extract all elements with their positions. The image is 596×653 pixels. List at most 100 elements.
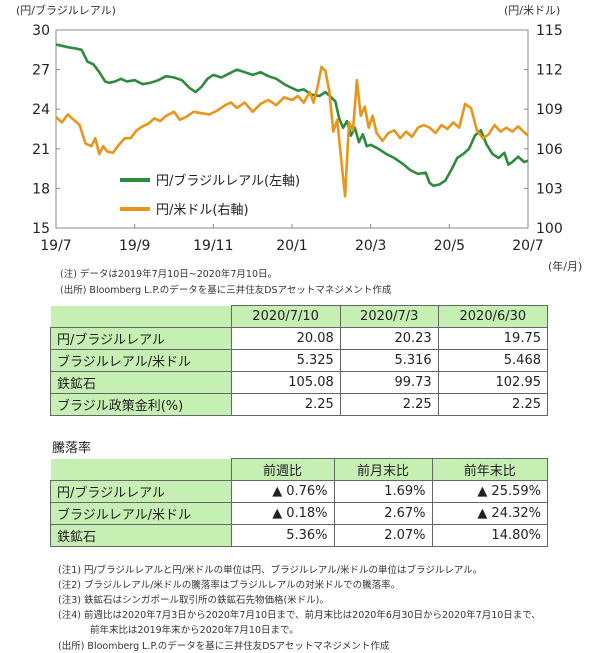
rates-table-header: 2020/7/10 2020/7/3 2020/6/30 bbox=[50, 305, 549, 328]
table-cell: 1.69% bbox=[333, 480, 433, 503]
x-tick-label: 19/9 bbox=[119, 238, 150, 254]
header-period: 前月末比 bbox=[333, 458, 433, 481]
table-cell: ▲ 25.59% bbox=[431, 480, 549, 503]
table-cell: 20.08 bbox=[230, 327, 341, 350]
table-cell: 102.95 bbox=[437, 371, 549, 394]
right-tick-label: 109 bbox=[536, 102, 563, 118]
header-date: 2020/6/30 bbox=[437, 305, 549, 328]
change-value: 5.36% bbox=[286, 528, 328, 543]
table-cell: ▲ 24.32% bbox=[431, 502, 549, 525]
header-date: 2020/7/3 bbox=[339, 305, 439, 328]
table-cell: 2.25 bbox=[230, 393, 341, 416]
table-cell: 99.73 bbox=[339, 371, 439, 394]
change-value: 2.07% bbox=[384, 528, 426, 543]
left-tick-label: 27 bbox=[32, 63, 50, 79]
note-source-top: (出所) Bloomberg L.P.のデータを基に三井住友DSアセットマネジメ… bbox=[60, 285, 392, 296]
left-axis-label: (円/ブラジルレアル) bbox=[16, 3, 116, 17]
note-4-continued: 前年末比は2019年末から2020年7月10日まで。 bbox=[90, 625, 299, 636]
series-layer bbox=[55, 43, 529, 198]
note-1: (注1) 円/ブラジルレアルと円/米ドルの単位は円、ブラジルレアル/米ドルの単位… bbox=[58, 565, 483, 576]
table-cell: 19.75 bbox=[437, 327, 549, 350]
table-row: ブラジル政策金利(%) 2.25 2.25 2.25 bbox=[50, 393, 549, 416]
table-cell: 2.25 bbox=[437, 393, 549, 416]
row-label: 円/ブラジルレアル bbox=[50, 480, 232, 503]
right-tick-labels: 115 112 109 106 103 100 bbox=[524, 23, 563, 237]
left-tick-label: 21 bbox=[32, 142, 50, 158]
note-source-bottom: (出所) Bloomberg L.P.のデータを基に三井住友DSアセットマネジメ… bbox=[58, 641, 390, 652]
header-date: 2020/7/10 bbox=[230, 305, 341, 328]
change-table-header: 前週比 前月末比 前年末比 bbox=[50, 458, 549, 481]
note-2: (注2) ブラジルレアル/米ドルの騰落率はブラジルレアルの対米ドルでの騰落率。 bbox=[58, 580, 401, 591]
row-label: 鉄鉱石 bbox=[50, 371, 232, 394]
table-row: ブラジルレアル/米ドル ▲ 0.18% 2.67% ▲ 24.32% bbox=[50, 502, 549, 525]
row-label: ブラジルレアル/米ドル bbox=[50, 502, 232, 525]
table-cell: 5.316 bbox=[339, 349, 439, 372]
legend: 円/ブラジルレアル(左軸) 円/米ドル(右軸) bbox=[120, 173, 300, 218]
table-row: 円/ブラジルレアル 20.08 20.23 19.75 bbox=[50, 327, 549, 350]
change-value: 24.32% bbox=[491, 506, 541, 521]
change-value: 0.76% bbox=[286, 484, 328, 499]
change-value: 1.69% bbox=[384, 484, 426, 499]
table-cell: 5.36% bbox=[230, 524, 335, 547]
left-tick-labels: 30 27 24 21 18 15 bbox=[32, 23, 60, 237]
change-value: 14.80% bbox=[491, 528, 541, 543]
x-tick-label: 20/3 bbox=[355, 238, 386, 254]
negative-marker: ▲ bbox=[272, 484, 283, 499]
header-period: 前年末比 bbox=[431, 458, 549, 481]
table-row: 円/ブラジルレアル ▲ 0.76% 1.69% ▲ 25.59% bbox=[50, 480, 549, 503]
header-period: 前週比 bbox=[230, 458, 335, 481]
x-tick-label: 20/7 bbox=[512, 238, 543, 254]
x-axis-unit-label: (年/月) bbox=[548, 259, 582, 273]
right-tick-label: 106 bbox=[536, 142, 563, 158]
x-tick-label: 20/5 bbox=[434, 238, 465, 254]
change-value: 0.18% bbox=[286, 506, 328, 521]
x-tick-label: 20/1 bbox=[276, 238, 307, 254]
negative-marker: ▲ bbox=[272, 506, 283, 521]
legend-label-jpy-usd: 円/米ドル(右軸) bbox=[156, 203, 249, 218]
table-row: ブラジルレアル/米ドル 5.325 5.316 5.468 bbox=[50, 349, 549, 372]
table-cell: 5.325 bbox=[230, 349, 341, 372]
table-cell: 14.80% bbox=[431, 524, 549, 547]
table-cell: 2.07% bbox=[333, 524, 433, 547]
x-tick-label: 19/11 bbox=[193, 238, 233, 254]
table-cell: 5.468 bbox=[437, 349, 549, 372]
row-label: 鉄鉱石 bbox=[50, 524, 232, 547]
right-tick-label: 115 bbox=[536, 23, 563, 39]
table-cell: 2.67% bbox=[333, 502, 433, 525]
row-label: ブラジル政策金利(%) bbox=[50, 393, 232, 416]
left-tick-label: 15 bbox=[32, 221, 50, 237]
table-cell: ▲ 0.18% bbox=[230, 502, 335, 525]
table-cell: 2.25 bbox=[339, 393, 439, 416]
table-cell: ▲ 0.76% bbox=[230, 480, 335, 503]
table-cell: 20.23 bbox=[339, 327, 439, 350]
x-tick-labels: 19/7 19/9 19/11 20/1 20/3 20/5 20/7 bbox=[40, 224, 544, 254]
left-tick-label: 30 bbox=[32, 23, 50, 39]
x-tick-label: 19/7 bbox=[40, 238, 71, 254]
right-tick-label: 103 bbox=[536, 181, 563, 197]
note-3: (注3) 鉄鉱石はシンガポール取引所の鉄鉱石先物価格(米ドル)。 bbox=[58, 595, 329, 606]
change-value: 25.59% bbox=[491, 484, 541, 499]
right-tick-label: 112 bbox=[536, 63, 563, 79]
header-blank-cell bbox=[50, 305, 232, 328]
table-row: 鉄鉱石 105.08 99.73 102.95 bbox=[50, 371, 549, 394]
right-axis-label: (円/米ドル) bbox=[504, 4, 560, 17]
series-line-jpy-usd bbox=[55, 65, 529, 198]
note-4: (注4) 前週比は2020年7月3日から2020年7月10日まで、前月末比は20… bbox=[58, 610, 541, 621]
plot-area bbox=[55, 29, 529, 229]
series-line-jpy-brl bbox=[55, 43, 529, 188]
negative-marker: ▲ bbox=[477, 484, 488, 499]
negative-marker: ▲ bbox=[477, 506, 488, 521]
change-value: 2.67% bbox=[384, 506, 426, 521]
right-tick-label: 100 bbox=[536, 221, 563, 237]
row-label: ブラジルレアル/米ドル bbox=[50, 349, 232, 372]
note-data-period: (注) データは2019年7月10日~2020年7月10日。 bbox=[60, 269, 278, 280]
legend-label-jpy-brl: 円/ブラジルレアル(左軸) bbox=[156, 173, 300, 189]
left-tick-label: 18 bbox=[32, 181, 50, 197]
header-blank-cell bbox=[50, 458, 232, 481]
row-label: 円/ブラジルレアル bbox=[50, 327, 232, 350]
change-rate-title: 騰落率 bbox=[52, 441, 92, 456]
table-row: 鉄鉱石 5.36% 2.07% 14.80% bbox=[50, 524, 549, 547]
left-tick-label: 24 bbox=[32, 102, 50, 118]
table-cell: 105.08 bbox=[230, 371, 341, 394]
